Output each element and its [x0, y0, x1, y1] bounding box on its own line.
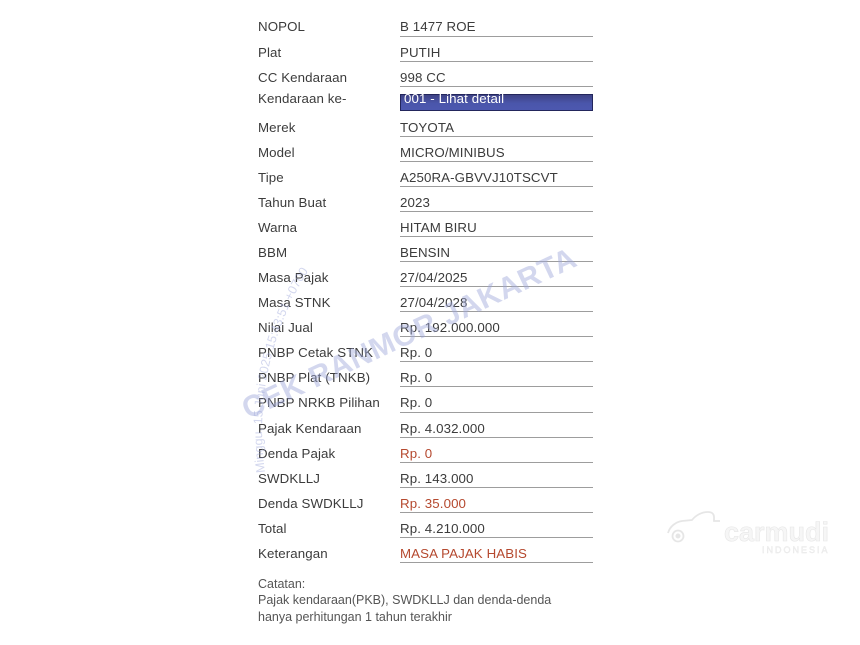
svg-text:carmudi: carmudi — [724, 517, 829, 547]
svg-text:INDONESIA: INDONESIA — [762, 545, 830, 555]
